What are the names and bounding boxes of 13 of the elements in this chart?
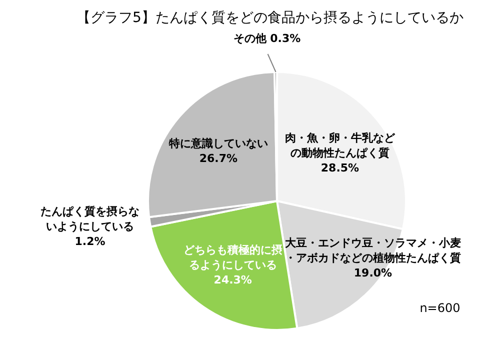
- slice-label: どちらも積極的に摂るようにしている: [183, 244, 282, 272]
- slice-label: たんぱく質を摂らないようにしている: [40, 204, 140, 233]
- slice-label: 特に意識していない: [168, 136, 268, 150]
- chart-title: 【グラフ5】たんぱく質をどの食品から摂るようにしているか: [76, 10, 464, 26]
- slice-label: 肉・魚・卵・牛乳などの動物性たんぱく質: [285, 132, 396, 160]
- data-label: 26.7%: [199, 152, 238, 165]
- data-label: 28.5%: [320, 162, 360, 175]
- data-label: 1.2%: [74, 234, 106, 248]
- slice-label: その他 0.3%: [233, 32, 301, 45]
- data-label: 19.0%: [354, 266, 392, 280]
- text: n=600: [420, 301, 460, 315]
- data-label: 24.3%: [214, 274, 252, 287]
- slice-label: 大豆・エンドウ豆・ソラマメ・小麦・アボカドなどの植物性たんぱく質: [285, 236, 461, 264]
